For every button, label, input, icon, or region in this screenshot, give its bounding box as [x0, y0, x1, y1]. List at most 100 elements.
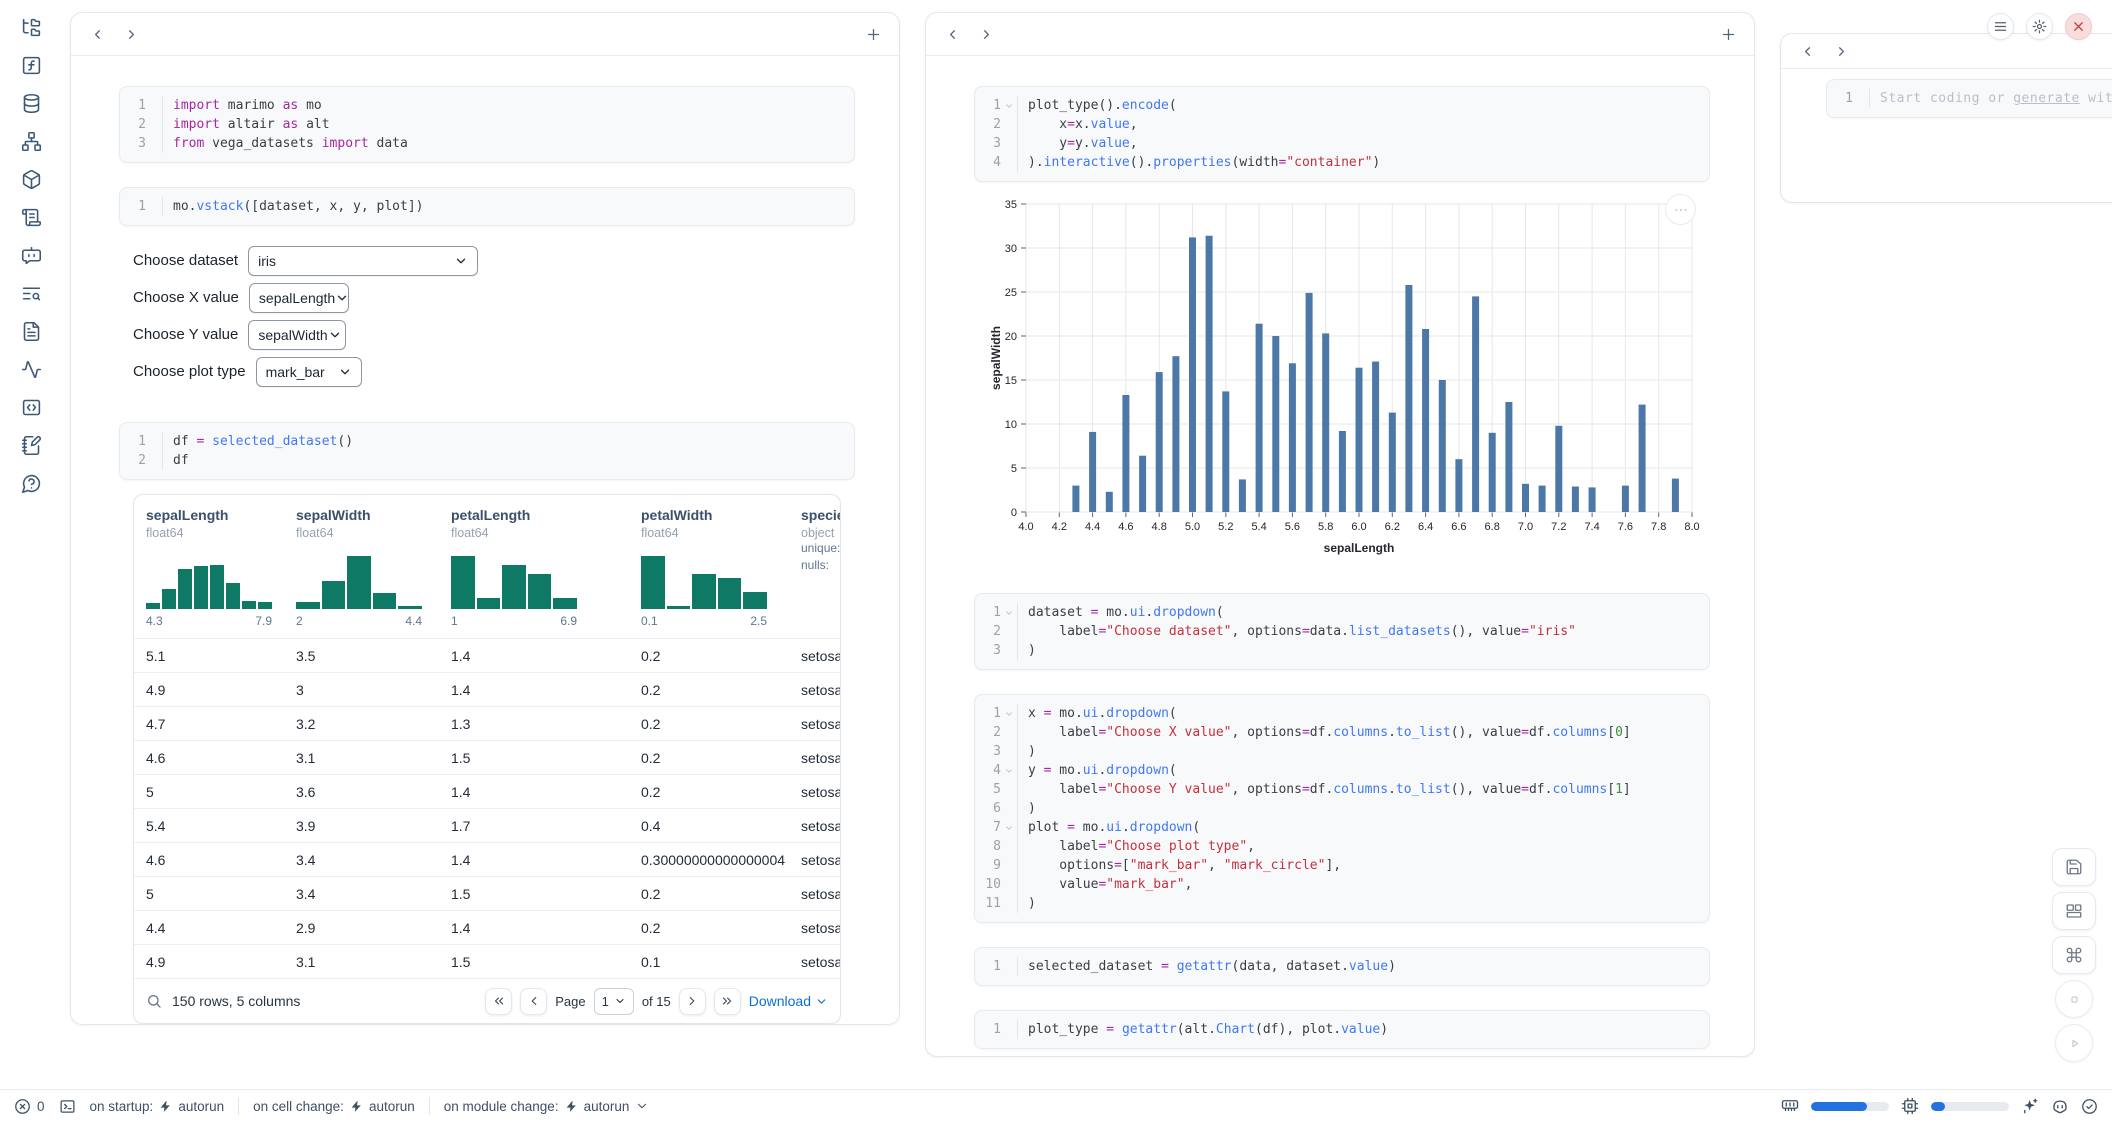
- dropdown-value: mark_bar: [266, 364, 325, 380]
- table-cell: 4.9: [146, 682, 296, 698]
- svg-text:4.8: 4.8: [1152, 521, 1167, 533]
- table-row[interactable]: 53.61.40.2setosa: [134, 774, 840, 808]
- sidebar-item-dependency-graph[interactable]: [18, 130, 44, 153]
- table-row[interactable]: 4.931.40.2setosa: [134, 672, 840, 706]
- code-editor-imports-cell[interactable]: 1import marimo as mo2import altair as al…: [119, 86, 855, 163]
- line-number: 5: [975, 780, 1001, 799]
- first-page-button[interactable]: [485, 988, 512, 1015]
- table-row[interactable]: 4.42.91.40.2setosa: [134, 910, 840, 944]
- panel-header: [926, 13, 1754, 56]
- connection-status-button[interactable]: [2081, 1098, 2098, 1115]
- dropdown-choose-y-value[interactable]: sepalWidth: [248, 320, 346, 350]
- table-column-header[interactable]: sepalWidthfloat6424.4: [296, 507, 451, 628]
- previous-page-button[interactable]: [520, 988, 547, 1015]
- save-button[interactable]: [2052, 848, 2096, 886]
- terminal-button[interactable]: [59, 1098, 76, 1115]
- altair-chart[interactable]: 4.04.24.44.64.85.05.25.45.65.86.06.26.46…: [988, 190, 1708, 562]
- code-editor-selected-dataset-cell[interactable]: 1selected_dataset = getattr(data, datase…: [974, 947, 1710, 986]
- code-text: label="Choose X value", options=df.colum…: [1017, 723, 1699, 742]
- fold-gutter: [1001, 742, 1017, 761]
- chevron-down-icon[interactable]: [1001, 96, 1017, 115]
- table-row[interactable]: 5.43.91.70.4setosa: [134, 808, 840, 842]
- download-button[interactable]: Download: [749, 993, 828, 1009]
- code-text: options=["mark_bar", "mark_circle"],: [1017, 856, 1699, 875]
- code-editor-dataset-dropdown-cell[interactable]: 1dataset = mo.ui.dropdown(2 label="Choos…: [974, 593, 1710, 670]
- add-cell-button[interactable]: [1714, 21, 1742, 47]
- layout-button[interactable]: [2052, 892, 2096, 930]
- table-cell: 1.5: [451, 954, 641, 970]
- scroll-left-button[interactable]: [83, 21, 111, 47]
- chevron-down-icon[interactable]: [1001, 761, 1017, 780]
- fold-gutter: [1001, 957, 1017, 976]
- table-column-header[interactable]: speciesobjectunique:nulls:: [801, 507, 840, 628]
- scroll-left-button[interactable]: [1793, 38, 1821, 64]
- sidebar-item-file-explorer[interactable]: [18, 16, 44, 39]
- sidebar-item-scratchpad[interactable]: [18, 434, 44, 457]
- error-count-badge[interactable]: 0: [14, 1098, 45, 1115]
- ai-assistant-button[interactable]: [2021, 1097, 2039, 1115]
- code-editor-plot-cell[interactable]: 1plot_type().encode(2 x=x.value,3 y=y.va…: [974, 86, 1710, 182]
- table-row[interactable]: 4.93.11.50.1setosa: [134, 944, 840, 978]
- code-editor-vstack-cell[interactable]: 1mo.vstack([dataset, x, y, plot]): [119, 187, 855, 226]
- stop-button[interactable]: [2055, 980, 2093, 1018]
- dropdown-choose-dataset[interactable]: iris: [248, 246, 478, 276]
- sidebar-item-ai-chat[interactable]: [18, 244, 44, 267]
- dropdown-choose-plot-type[interactable]: mark_bar: [256, 357, 362, 387]
- table-row[interactable]: 53.41.50.2setosa: [134, 876, 840, 910]
- keyboard-shortcuts-button[interactable]: [2052, 936, 2096, 974]
- sidebar-item-outline[interactable]: [18, 282, 44, 305]
- close-button[interactable]: [2065, 13, 2092, 40]
- sidebar-item-datasources[interactable]: [18, 92, 44, 115]
- sidebar-item-snippets[interactable]: [18, 396, 44, 419]
- settings-button[interactable]: [2026, 13, 2053, 40]
- line-number: 8: [975, 837, 1001, 856]
- scroll-right-button[interactable]: [972, 21, 1000, 47]
- chevron-down-icon[interactable]: [1001, 818, 1017, 837]
- table-row[interactable]: 4.63.41.40.30000000000000004setosa: [134, 842, 840, 876]
- table-column-header[interactable]: petalWidthfloat640.12.5: [641, 507, 801, 628]
- function-square-icon: [21, 55, 42, 76]
- page-select[interactable]: 1: [594, 988, 634, 1015]
- chevron-down-icon[interactable]: [1001, 704, 1017, 723]
- table-column-header[interactable]: petalLengthfloat6416.9: [451, 507, 641, 628]
- chevron-down-icon[interactable]: [1001, 603, 1017, 622]
- fold-gutter: [146, 197, 162, 216]
- sidebar-item-logs[interactable]: [18, 206, 44, 229]
- scroll-right-button[interactable]: [117, 21, 145, 47]
- code-editor-empty[interactable]: 1Start coding or generate with AI: [1826, 79, 2112, 118]
- table-row[interactable]: 4.63.11.50.2setosa: [134, 740, 840, 774]
- chart-bar: [1089, 432, 1096, 512]
- chart-bar: [1322, 333, 1329, 512]
- menu-button[interactable]: [1987, 13, 2014, 40]
- column-meta: unique:: [801, 540, 840, 557]
- table-cell: 0.2: [641, 784, 801, 800]
- sidebar-item-packages[interactable]: [18, 168, 44, 191]
- table-column-header[interactable]: sepalLengthfloat644.37.9: [146, 507, 296, 628]
- chart-bar: [1422, 329, 1429, 512]
- sidebar-item-help[interactable]: [18, 472, 44, 495]
- sidebar-item-functions[interactable]: [18, 54, 44, 77]
- on-module-change-setting[interactable]: on module change: autorun: [444, 1099, 650, 1114]
- copilot-button[interactable]: [2051, 1097, 2069, 1115]
- code-editor-df-cell[interactable]: 1df = selected_dataset()2df: [119, 422, 855, 480]
- on-cell-change-setting[interactable]: on cell change: autorun: [253, 1099, 415, 1114]
- next-page-button[interactable]: [679, 988, 706, 1015]
- dropdown-choose-x-value[interactable]: sepalLength: [249, 283, 349, 313]
- fold-gutter: [1853, 89, 1869, 108]
- sidebar-item-documentation[interactable]: [18, 320, 44, 343]
- table-row[interactable]: 5.13.51.40.2setosa: [134, 638, 840, 672]
- last-page-button[interactable]: [714, 988, 741, 1015]
- scroll-left-button[interactable]: [938, 21, 966, 47]
- run-button[interactable]: [2055, 1024, 2093, 1062]
- table-row[interactable]: 4.73.21.30.2setosa: [134, 706, 840, 740]
- scroll-right-button[interactable]: [1827, 38, 1855, 64]
- table-cell: 4.4: [146, 920, 296, 936]
- chart-actions-button[interactable]: [1665, 194, 1696, 225]
- code-editor-xy-plot-dropdowns-cell[interactable]: 1x = mo.ui.dropdown(2 label="Choose X va…: [974, 694, 1710, 923]
- code-text: value="mark_bar",: [1017, 875, 1699, 894]
- code-line: 2 label="Choose X value", options=df.col…: [975, 723, 1699, 742]
- code-editor-plot-type-cell[interactable]: 1plot_type = getattr(alt.Chart(df), plot…: [974, 1010, 1710, 1049]
- sidebar-item-tracing[interactable]: [18, 358, 44, 381]
- add-cell-button[interactable]: [859, 21, 887, 47]
- on-startup-setting[interactable]: on startup: autorun: [90, 1099, 225, 1114]
